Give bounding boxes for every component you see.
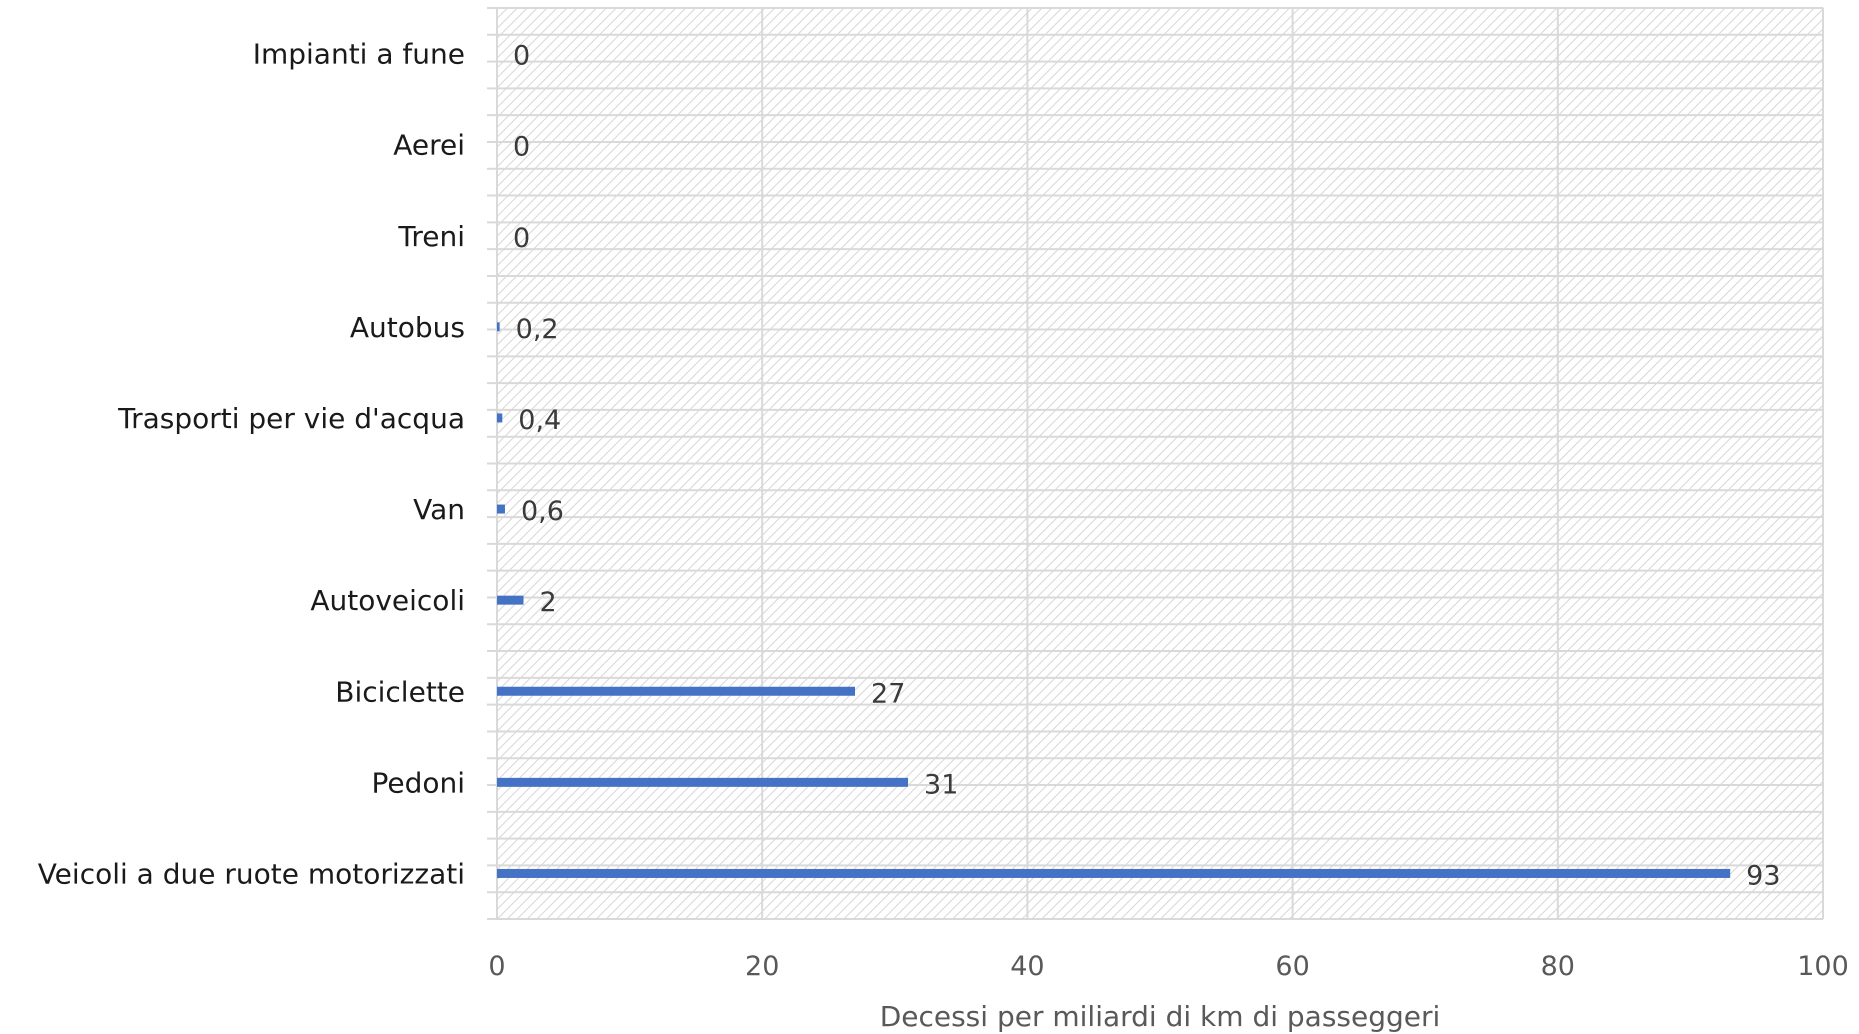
data-label: 31 [924, 769, 958, 800]
horizontal-gridlines [487, 7, 1823, 920]
bar [497, 868, 1731, 878]
bar [497, 504, 505, 514]
x-tick-label: 40 [1010, 951, 1044, 982]
data-label: 2 [540, 587, 557, 618]
category-label: Aerei [393, 129, 465, 162]
x-axis-title: Decessi per miliardi di km di passeggeri [880, 1000, 1441, 1033]
category-label: Autoveicoli [310, 584, 465, 617]
data-label: 93 [1746, 860, 1780, 891]
data-label: 0 [513, 41, 530, 72]
category-label: Impianti a fune [253, 38, 465, 71]
category-label: Trasporti per vie d'acqua [117, 402, 465, 435]
x-tick-label: 80 [1541, 951, 1575, 982]
data-label: 0 [513, 223, 530, 254]
bars [497, 322, 1731, 878]
data-label: 0,2 [516, 314, 559, 345]
bar [497, 777, 909, 787]
x-tick-label: 0 [488, 951, 505, 982]
data-label: 0 [513, 132, 530, 163]
bar [497, 595, 524, 605]
bar [497, 413, 503, 423]
bar [497, 322, 500, 332]
data-label: 0,6 [521, 496, 564, 527]
x-tick-label: 20 [745, 951, 779, 982]
category-label: Biciclette [335, 675, 465, 708]
data-label: 0,4 [518, 405, 561, 436]
vertical-gridlines [496, 8, 1824, 919]
x-tick-label: 100 [1797, 951, 1849, 982]
category-label: Pedoni [371, 766, 465, 799]
x-tick-label: 60 [1275, 951, 1309, 982]
category-label: Veicoli a due ruote motorizzati [38, 857, 465, 890]
category-labels: Veicoli a due ruote motorizzati Pedoni Bic… [38, 38, 465, 891]
x-tick-labels: 0 20 40 60 80 100 [488, 951, 1848, 982]
category-label: Van [413, 493, 465, 526]
bar [497, 686, 856, 696]
data-label: 27 [871, 678, 905, 709]
category-label: Treni [397, 220, 465, 253]
data-labels: 93 31 27 2 0,6 0,4 0,2 0 0 0 [513, 41, 1781, 892]
category-label: Autobus [350, 311, 465, 344]
